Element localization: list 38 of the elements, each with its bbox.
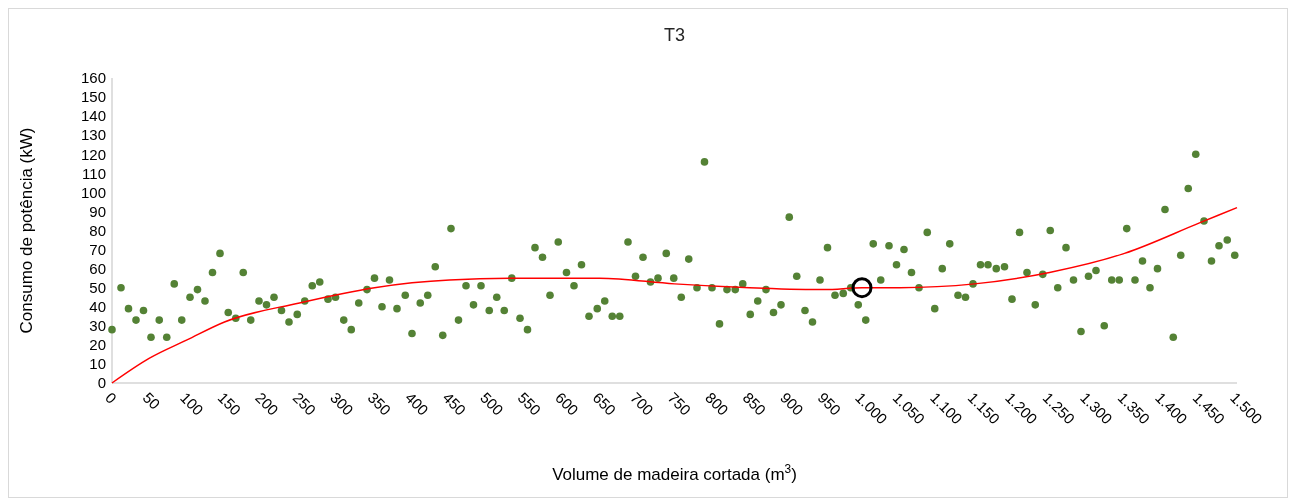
y-tick-label: 100 — [80, 183, 106, 201]
y-tick-label: 40 — [89, 298, 106, 315]
y-tick-label: 60 — [89, 259, 106, 277]
y-axis-title: Consumo de potência (kW) — [17, 127, 36, 334]
y-tick-label: 30 — [89, 317, 106, 335]
x-tick-label: 250 — [289, 388, 320, 419]
x-tick-label: 450 — [439, 388, 470, 419]
y-tick-label: 150 — [80, 88, 106, 106]
y-tick-label: 130 — [80, 126, 106, 144]
y-tick-label: 50 — [89, 278, 106, 296]
x-tick-label: 50 — [139, 388, 164, 413]
y-tick-label: 80 — [89, 221, 106, 239]
x-tick-label: 200 — [252, 388, 282, 419]
y-tick-label: 120 — [80, 145, 106, 163]
y-tick-label: 110 — [82, 164, 106, 182]
x-tick-label: 500 — [477, 388, 507, 419]
x-tick-label: 100 — [177, 388, 207, 419]
y-tick-label: 70 — [89, 240, 106, 258]
y-tick-label: 160 — [80, 69, 106, 87]
x-tick-label: 150 — [214, 388, 245, 419]
x-tick-label: 600 — [552, 388, 582, 419]
x-tick-label: 850 — [739, 388, 770, 419]
y-tick-label: 140 — [80, 107, 106, 125]
x-tick-label: 800 — [702, 388, 732, 419]
chart-title: T3 — [663, 25, 686, 45]
x-tick-label: 550 — [514, 388, 545, 419]
x-tick-label: 750 — [664, 388, 695, 419]
y-tick-label: 20 — [89, 336, 106, 354]
x-tick-label: 300 — [327, 388, 357, 419]
x-tick-label: 700 — [627, 388, 657, 419]
y-tick-label: 10 — [89, 355, 106, 373]
x-tick-label: 900 — [777, 388, 807, 419]
x-axis-title: Volume de madeira cortada (m$^{3}$) — [552, 462, 797, 484]
x-tick-label: 950 — [814, 388, 845, 419]
x-tick-label: 650 — [589, 388, 620, 419]
y-tick-label: 90 — [89, 202, 106, 220]
x-tick-label: 350 — [364, 388, 395, 419]
x-tick-label: 400 — [402, 388, 432, 419]
